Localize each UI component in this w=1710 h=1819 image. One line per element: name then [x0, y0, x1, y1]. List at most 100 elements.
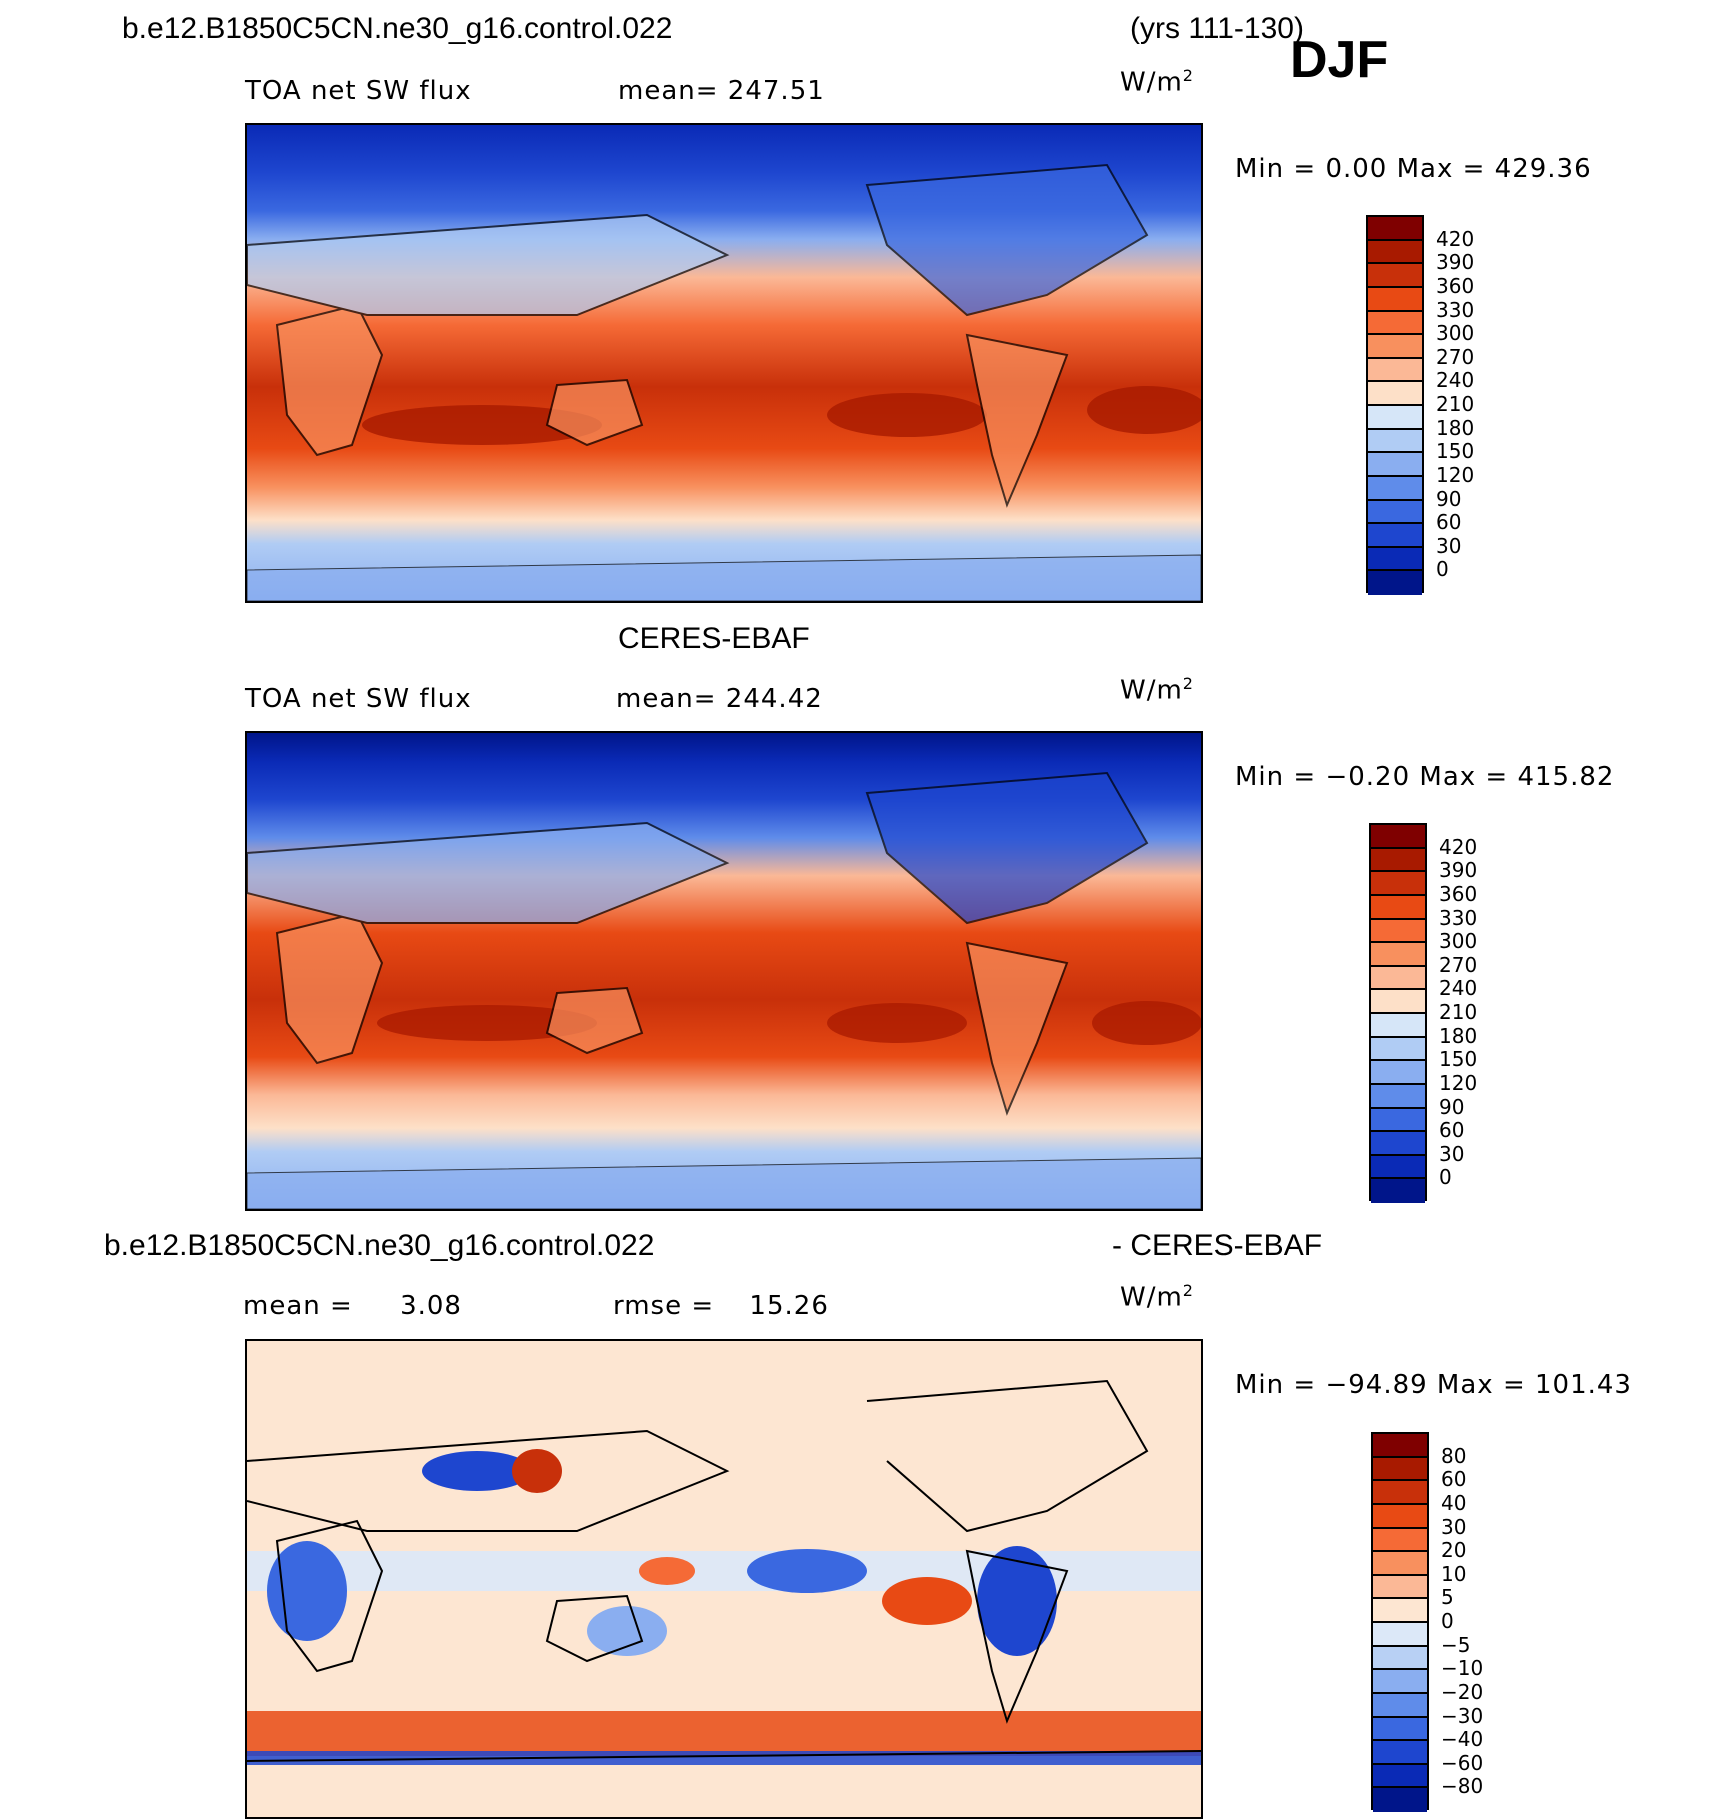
- panel3-colorbar-swatch: [1373, 1693, 1427, 1718]
- panel2-colorbar-swatch: [1371, 1155, 1425, 1180]
- panel2-continents: [247, 771, 1201, 1209]
- panel3-colorbar-swatch: [1373, 1646, 1427, 1671]
- panel1-south-america: [965, 333, 1069, 508]
- panel3-mean-value: 3.08: [400, 1291, 462, 1321]
- panel1-colorbar-swatch: [1368, 335, 1422, 359]
- panel1-units: W/m2: [1120, 66, 1194, 98]
- panel2-colorbar-tick-label: 330: [1439, 905, 1478, 930]
- panel1-continents: [247, 163, 1201, 601]
- panel1-colorbar-swatch: [1368, 287, 1422, 312]
- panel3-colorbar-tick-label: −60: [1441, 1750, 1484, 1775]
- panel1-colorbar-swatch: [1368, 476, 1422, 501]
- panel1-stats: Min = 0.00 Max = 429.36: [1235, 154, 1592, 184]
- panel1-colorbar-tick-label: 60: [1436, 510, 1462, 535]
- panel1-title: b.e12.B1850C5CN.ne30_g16.control.022: [122, 12, 673, 45]
- panel2-eurasia: [247, 821, 730, 924]
- panel2-colorbar-swatch: [1371, 1037, 1425, 1062]
- panel3-colorbar-tick-label: 40: [1441, 1490, 1467, 1515]
- panel2-colorbar: [1369, 823, 1427, 1203]
- panel2-colorbar-tick-label: 120: [1439, 1070, 1478, 1095]
- panel1-units-text: W/m: [1120, 67, 1183, 98]
- panel1-colorbar-tick-label: 300: [1436, 321, 1475, 346]
- panel3-anomaly-tibet: [422, 1451, 532, 1491]
- panel3-colorbar-swatch: [1373, 1457, 1427, 1482]
- panel3-colorbar-swatch: [1373, 1481, 1427, 1505]
- panel3-anomaly-africa: [267, 1541, 347, 1641]
- panel3-colorbar-tick-label: 60: [1441, 1467, 1467, 1492]
- panel3-anomaly-east-pacific: [882, 1577, 972, 1625]
- panel1-colorbar-tick-label: 30: [1436, 533, 1462, 558]
- panel1-colorbar-swatch: [1368, 406, 1422, 430]
- panel1-colorbar-swatch: [1368, 264, 1422, 288]
- panel1-colorbar-swatch: [1368, 547, 1422, 572]
- panel3-colorbar-swatch: [1373, 1552, 1427, 1576]
- panel1-mean-label: mean=: [618, 76, 719, 106]
- panel2-colorbar-swatch: [1371, 872, 1425, 896]
- panel3-mean: mean = 3.08: [243, 1291, 462, 1321]
- panel3-colorbar-swatch: [1373, 1528, 1427, 1553]
- panel1-colorbar-swatch: [1368, 524, 1422, 548]
- panel2-colorbar-swatch: [1371, 1014, 1425, 1038]
- panel1-colorbar-tick-label: 90: [1436, 486, 1462, 511]
- panel2-units-exp: 2: [1182, 674, 1194, 693]
- panel2-colorbar-tick-label: 240: [1439, 976, 1478, 1001]
- panel2-mean: mean= 244.42: [616, 684, 823, 714]
- panel3-colorbar-tick-label: −20: [1441, 1679, 1484, 1704]
- panel1-colorbar-swatch: [1368, 217, 1422, 241]
- panel3-colorbar-swatch: [1373, 1741, 1427, 1765]
- panel1-colorbar-swatch: [1368, 429, 1422, 454]
- panel2-colorbar-tick-label: 210: [1439, 1000, 1478, 1024]
- panel3-southern-ocean-band: [247, 1711, 1201, 1756]
- panel1-colorbar-tick-label: 0: [1436, 557, 1449, 582]
- panel3-colorbar-tick-label: −40: [1441, 1727, 1484, 1752]
- panel2-colorbar-tick-label: 30: [1439, 1141, 1465, 1166]
- panel3-anomaly-pacific: [747, 1549, 867, 1593]
- panel3-colorbar-tick-label: −10: [1441, 1656, 1484, 1681]
- panel3-title-suffix: - CERES-EBAF: [1112, 1229, 1323, 1262]
- panel2-colorbar-swatch: [1371, 943, 1425, 967]
- panel1-australia: [545, 378, 644, 447]
- panel2-colorbar-tick-label: 180: [1439, 1023, 1478, 1048]
- panel1-colorbar-tick-label: 180: [1436, 415, 1475, 440]
- panel1-mean: mean= 247.51: [618, 76, 825, 106]
- panel2-max-region-atlantic: [1092, 1001, 1201, 1045]
- panel2-australia: [545, 986, 644, 1055]
- panel3-colorbar-tick-label: 0: [1441, 1609, 1454, 1633]
- panel1-mean-value: 247.51: [727, 76, 825, 106]
- panel3-colorbar-swatch: [1373, 1764, 1427, 1789]
- panel1-colorbar-tick-label: 210: [1436, 392, 1475, 416]
- panel1-colorbar-tick-label: 150: [1436, 439, 1475, 464]
- panel3-stats: Min = −94.89 Max = 101.43: [1235, 1370, 1632, 1400]
- panel1-colorbar-swatch: [1368, 382, 1422, 406]
- panel1-map: [245, 123, 1203, 603]
- panel2-stats: Min = −0.20 Max = 415.82: [1235, 762, 1615, 792]
- panel2-max-region-indian: [377, 1005, 597, 1041]
- panel1-colorbar-swatch: [1368, 358, 1422, 383]
- panel2-max-region-pacific: [827, 1003, 967, 1043]
- panel3-antarctica: [247, 1750, 1201, 1762]
- panel2-colorbar-tick-label: 90: [1439, 1094, 1465, 1119]
- panel2-south-america: [965, 941, 1069, 1116]
- panel3-anomaly-south-america: [977, 1546, 1057, 1656]
- panel2-colorbar-swatch: [1371, 895, 1425, 920]
- panel2-colorbar-tick-label: 270: [1439, 952, 1478, 977]
- panel1-units-exp: 2: [1182, 66, 1194, 85]
- panel2-colorbar-tick-label: 0: [1439, 1165, 1452, 1190]
- panel2-mean-label: mean=: [616, 684, 717, 714]
- panel2-variable: TOA net SW flux: [245, 684, 472, 714]
- panel2-colorbar-tick-label: 390: [1439, 858, 1478, 883]
- panel3-colorbar-swatch: [1373, 1504, 1427, 1529]
- panel3-colorbar-tick-label: 30: [1441, 1514, 1467, 1539]
- panel2-colorbar-tick-label: 420: [1439, 834, 1478, 859]
- panel2-north-america: [865, 771, 1149, 925]
- panel3-anomaly-china: [512, 1449, 562, 1493]
- panel2-colorbar-swatch: [1371, 966, 1425, 991]
- panel2-colorbar-swatch: [1371, 1108, 1425, 1133]
- panel2-colorbar-swatch: [1371, 825, 1425, 849]
- panel3-rmse: rmse = 15.26: [613, 1291, 829, 1321]
- panel1-eurasia: [247, 213, 730, 316]
- panel1-colorbar-swatch: [1368, 240, 1422, 265]
- panel1-colorbar-swatch: [1368, 571, 1422, 595]
- panel2-colorbar-swatch: [1371, 1061, 1425, 1085]
- panel3-colorbar-swatch: [1373, 1575, 1427, 1600]
